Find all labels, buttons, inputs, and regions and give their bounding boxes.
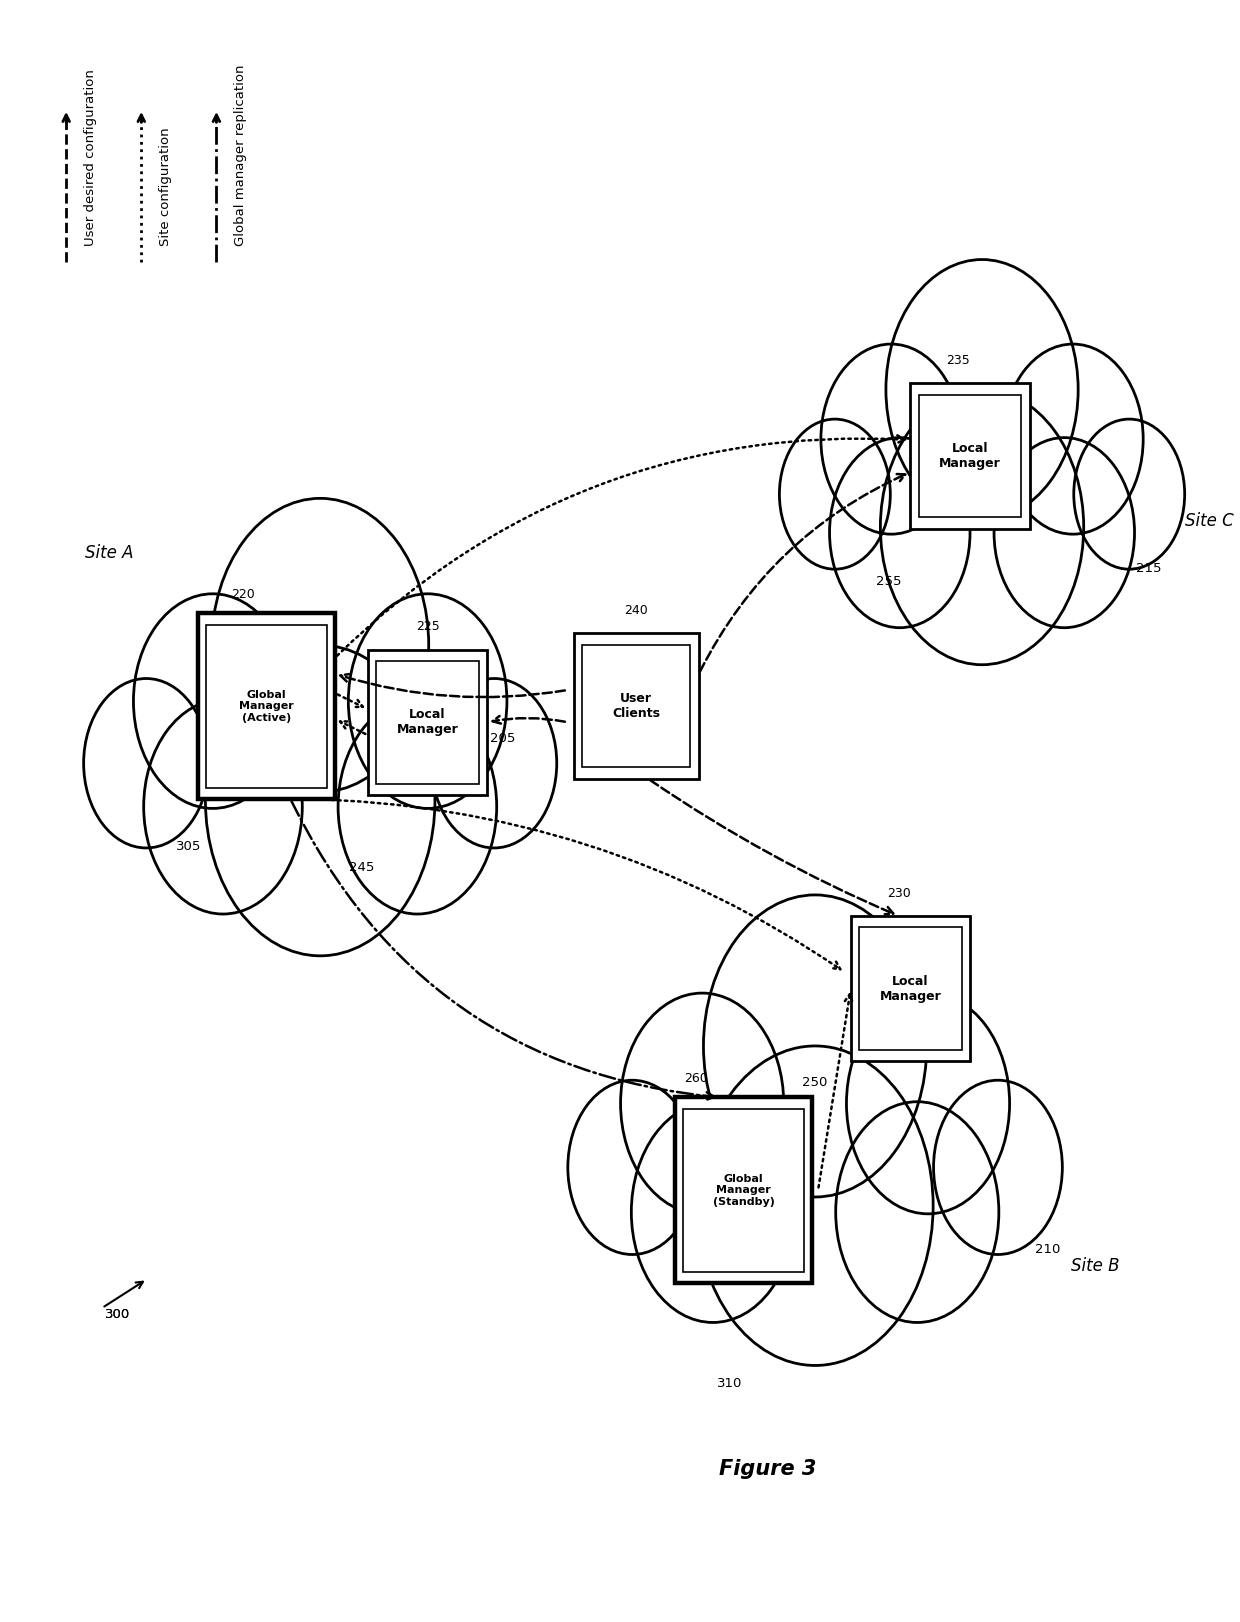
Circle shape: [880, 389, 1084, 665]
Circle shape: [836, 1101, 999, 1322]
Text: Site B: Site B: [1071, 1257, 1120, 1275]
Text: Local
Manager: Local Manager: [939, 441, 1001, 470]
Text: 255: 255: [877, 576, 901, 589]
Circle shape: [83, 678, 208, 848]
Text: Global
Manager
(Active): Global Manager (Active): [239, 689, 294, 723]
Circle shape: [780, 418, 890, 569]
Circle shape: [339, 699, 497, 915]
Text: 300: 300: [105, 1307, 130, 1320]
Text: 225: 225: [415, 621, 439, 634]
Bar: [198, 613, 335, 800]
Text: Local
Manager: Local Manager: [879, 975, 941, 1002]
Bar: [683, 1109, 804, 1272]
Bar: [851, 916, 970, 1061]
Circle shape: [934, 1080, 1063, 1254]
Circle shape: [212, 498, 429, 792]
Circle shape: [568, 1080, 697, 1254]
Bar: [376, 660, 479, 783]
Circle shape: [1003, 344, 1143, 534]
Text: Site C: Site C: [1184, 511, 1234, 529]
Circle shape: [703, 895, 926, 1197]
Text: 235: 235: [946, 354, 970, 367]
Bar: [919, 394, 1022, 517]
Text: 230: 230: [887, 887, 910, 900]
Text: 205: 205: [490, 732, 516, 744]
Text: Figure 3: Figure 3: [719, 1460, 816, 1479]
Circle shape: [348, 594, 507, 808]
Text: 215: 215: [1136, 563, 1162, 576]
Bar: [582, 646, 691, 767]
Circle shape: [885, 260, 1078, 519]
Text: Site A: Site A: [86, 543, 134, 561]
Text: User
Clients: User Clients: [613, 693, 660, 720]
Circle shape: [697, 1046, 934, 1366]
Bar: [910, 383, 1029, 529]
Text: 305: 305: [176, 840, 202, 853]
Circle shape: [432, 678, 557, 848]
Bar: [368, 650, 487, 795]
Circle shape: [1074, 418, 1184, 569]
Text: 310: 310: [717, 1377, 742, 1390]
Text: 210: 210: [1035, 1244, 1060, 1257]
Text: 250: 250: [802, 1075, 828, 1088]
Text: Local
Manager: Local Manager: [397, 709, 459, 736]
Text: 220: 220: [231, 589, 254, 602]
Circle shape: [847, 993, 1009, 1213]
Circle shape: [134, 594, 293, 808]
Text: 260: 260: [684, 1072, 708, 1085]
Circle shape: [830, 438, 970, 628]
Bar: [574, 634, 699, 779]
Text: Global
Manager
(Standby): Global Manager (Standby): [713, 1174, 775, 1207]
Circle shape: [631, 1101, 795, 1322]
Text: User desired configuration: User desired configuration: [84, 70, 97, 247]
Circle shape: [620, 993, 784, 1213]
Bar: [675, 1098, 812, 1283]
Circle shape: [994, 438, 1135, 628]
Text: 300: 300: [105, 1307, 130, 1320]
Bar: [206, 624, 327, 788]
Circle shape: [206, 646, 435, 955]
Text: Site configuration: Site configuration: [159, 128, 172, 247]
Text: 245: 245: [350, 861, 374, 874]
Circle shape: [144, 699, 303, 915]
Bar: [859, 928, 962, 1049]
Circle shape: [821, 344, 961, 534]
Text: 240: 240: [624, 605, 649, 618]
Text: Global manager replication: Global manager replication: [234, 65, 247, 247]
